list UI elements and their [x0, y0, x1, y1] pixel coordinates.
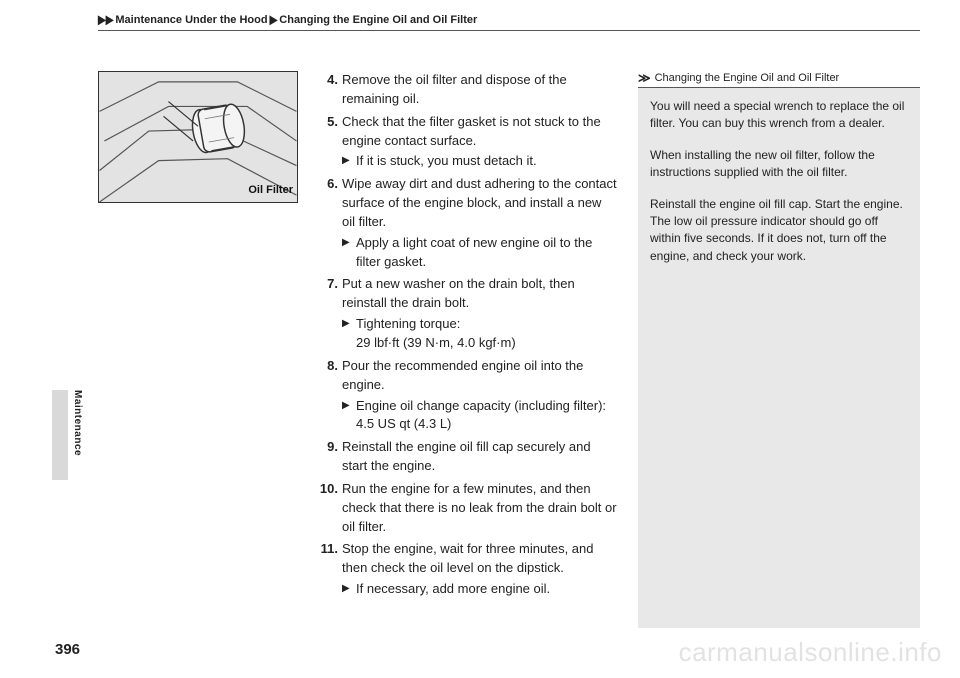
breadcrumb-separator-icon: ▶ — [270, 13, 278, 26]
steps-column: 4. Remove the oil filter and dispose of … — [318, 71, 618, 628]
info-paragraph: You will need a special wrench to replac… — [650, 98, 908, 133]
section-label: Maintenance — [72, 390, 83, 456]
triangle-icon: ▶ — [342, 234, 356, 272]
info-title: Changing the Engine Oil and Oil Filter — [655, 72, 840, 84]
step-9: 9. Reinstall the engine oil fill cap sec… — [318, 438, 618, 476]
sub-item: ▶ If necessary, add more engine oil. — [342, 580, 618, 599]
watermark: carmanualsonline.info — [679, 637, 942, 668]
sub-text: If necessary, add more engine oil. — [356, 580, 618, 599]
manual-page: ▶▶ Maintenance Under the Hood ▶ Changing… — [0, 0, 960, 678]
oil-filter-figure: Oil Filter — [98, 71, 298, 203]
figure-column: Oil Filter — [98, 71, 298, 628]
step-text: Check that the filter gasket is not stuc… — [342, 114, 601, 148]
info-paragraph: When installing the new oil filter, foll… — [650, 147, 908, 182]
oil-filter-illustration — [99, 72, 297, 202]
triangle-icon: ▶ — [342, 580, 356, 599]
step-number: 9. — [318, 438, 342, 476]
step-number: 6. — [318, 175, 342, 271]
info-paragraph: Reinstall the engine oil fill cap. Start… — [650, 196, 908, 266]
step-7: 7. Put a new washer on the drain bolt, t… — [318, 275, 618, 352]
step-number: 8. — [318, 357, 342, 434]
breadcrumb-item-1: Maintenance Under the Hood — [115, 14, 267, 26]
sub-extra: 4.5 US qt (4.3 L) — [342, 415, 618, 434]
step-text: Reinstall the engine oil fill cap secure… — [342, 438, 618, 476]
triangle-icon: ▶ — [342, 315, 356, 334]
step-5: 5. Check that the filter gasket is not s… — [318, 113, 618, 172]
step-body: Wipe away dirt and dust adhering to the … — [342, 175, 618, 271]
step-number: 7. — [318, 275, 342, 352]
info-column: ≫ Changing the Engine Oil and Oil Filter… — [638, 71, 920, 628]
triangle-icon: ▶ — [342, 397, 356, 416]
step-text: Put a new washer on the drain bolt, then… — [342, 276, 575, 310]
sub-text: If it is stuck, you must detach it. — [356, 152, 618, 171]
page-number: 396 — [55, 641, 80, 658]
triangle-icon: ▶ — [342, 152, 356, 171]
step-number: 5. — [318, 113, 342, 172]
info-marker-icon: ≫ — [638, 71, 651, 85]
breadcrumb-item-2: Changing the Engine Oil and Oil Filter — [279, 14, 477, 26]
section-tab — [52, 390, 68, 480]
info-box: You will need a special wrench to replac… — [638, 88, 920, 628]
figure-label: Oil Filter — [248, 184, 293, 196]
step-6: 6. Wipe away dirt and dust adhering to t… — [318, 175, 618, 271]
header-rule — [98, 30, 920, 31]
sub-item: ▶ Apply a light coat of new engine oil t… — [342, 234, 618, 272]
sub-text: Tightening torque: — [356, 315, 618, 334]
step-text: Remove the oil filter and dispose of the… — [342, 71, 618, 109]
step-text: Run the engine for a few minutes, and th… — [342, 480, 618, 537]
sub-item: ▶ If it is stuck, you must detach it. — [342, 152, 618, 171]
sub-text: Engine oil change capacity (including fi… — [356, 397, 618, 416]
breadcrumb-marker-icon: ▶▶ — [98, 13, 113, 26]
step-body: Stop the engine, wait for three minutes,… — [342, 540, 618, 599]
step-10: 10. Run the engine for a few minutes, an… — [318, 480, 618, 537]
content-row: Oil Filter 4. Remove the oil filter and … — [98, 71, 920, 628]
step-11: 11. Stop the engine, wait for three minu… — [318, 540, 618, 599]
step-body: Pour the recommended engine oil into the… — [342, 357, 618, 434]
sub-extra: 29 lbf·ft (39 N·m, 4.0 kgf·m) — [342, 334, 618, 353]
step-8: 8. Pour the recommended engine oil into … — [318, 357, 618, 434]
step-text: Wipe away dirt and dust adhering to the … — [342, 176, 617, 229]
sub-text: Apply a light coat of new engine oil to … — [356, 234, 618, 272]
step-number: 10. — [318, 480, 342, 537]
sub-item: ▶ Tightening torque: — [342, 315, 618, 334]
step-number: 4. — [318, 71, 342, 109]
step-number: 11. — [318, 540, 342, 599]
info-header: ≫ Changing the Engine Oil and Oil Filter — [638, 71, 920, 88]
step-4: 4. Remove the oil filter and dispose of … — [318, 71, 618, 109]
step-body: Check that the filter gasket is not stuc… — [342, 113, 618, 172]
step-body: Put a new washer on the drain bolt, then… — [342, 275, 618, 352]
step-text: Pour the recommended engine oil into the… — [342, 358, 583, 392]
sub-item: ▶ Engine oil change capacity (including … — [342, 397, 618, 416]
step-text: Stop the engine, wait for three minutes,… — [342, 541, 594, 575]
breadcrumb: ▶▶ Maintenance Under the Hood ▶ Changing… — [98, 14, 920, 26]
